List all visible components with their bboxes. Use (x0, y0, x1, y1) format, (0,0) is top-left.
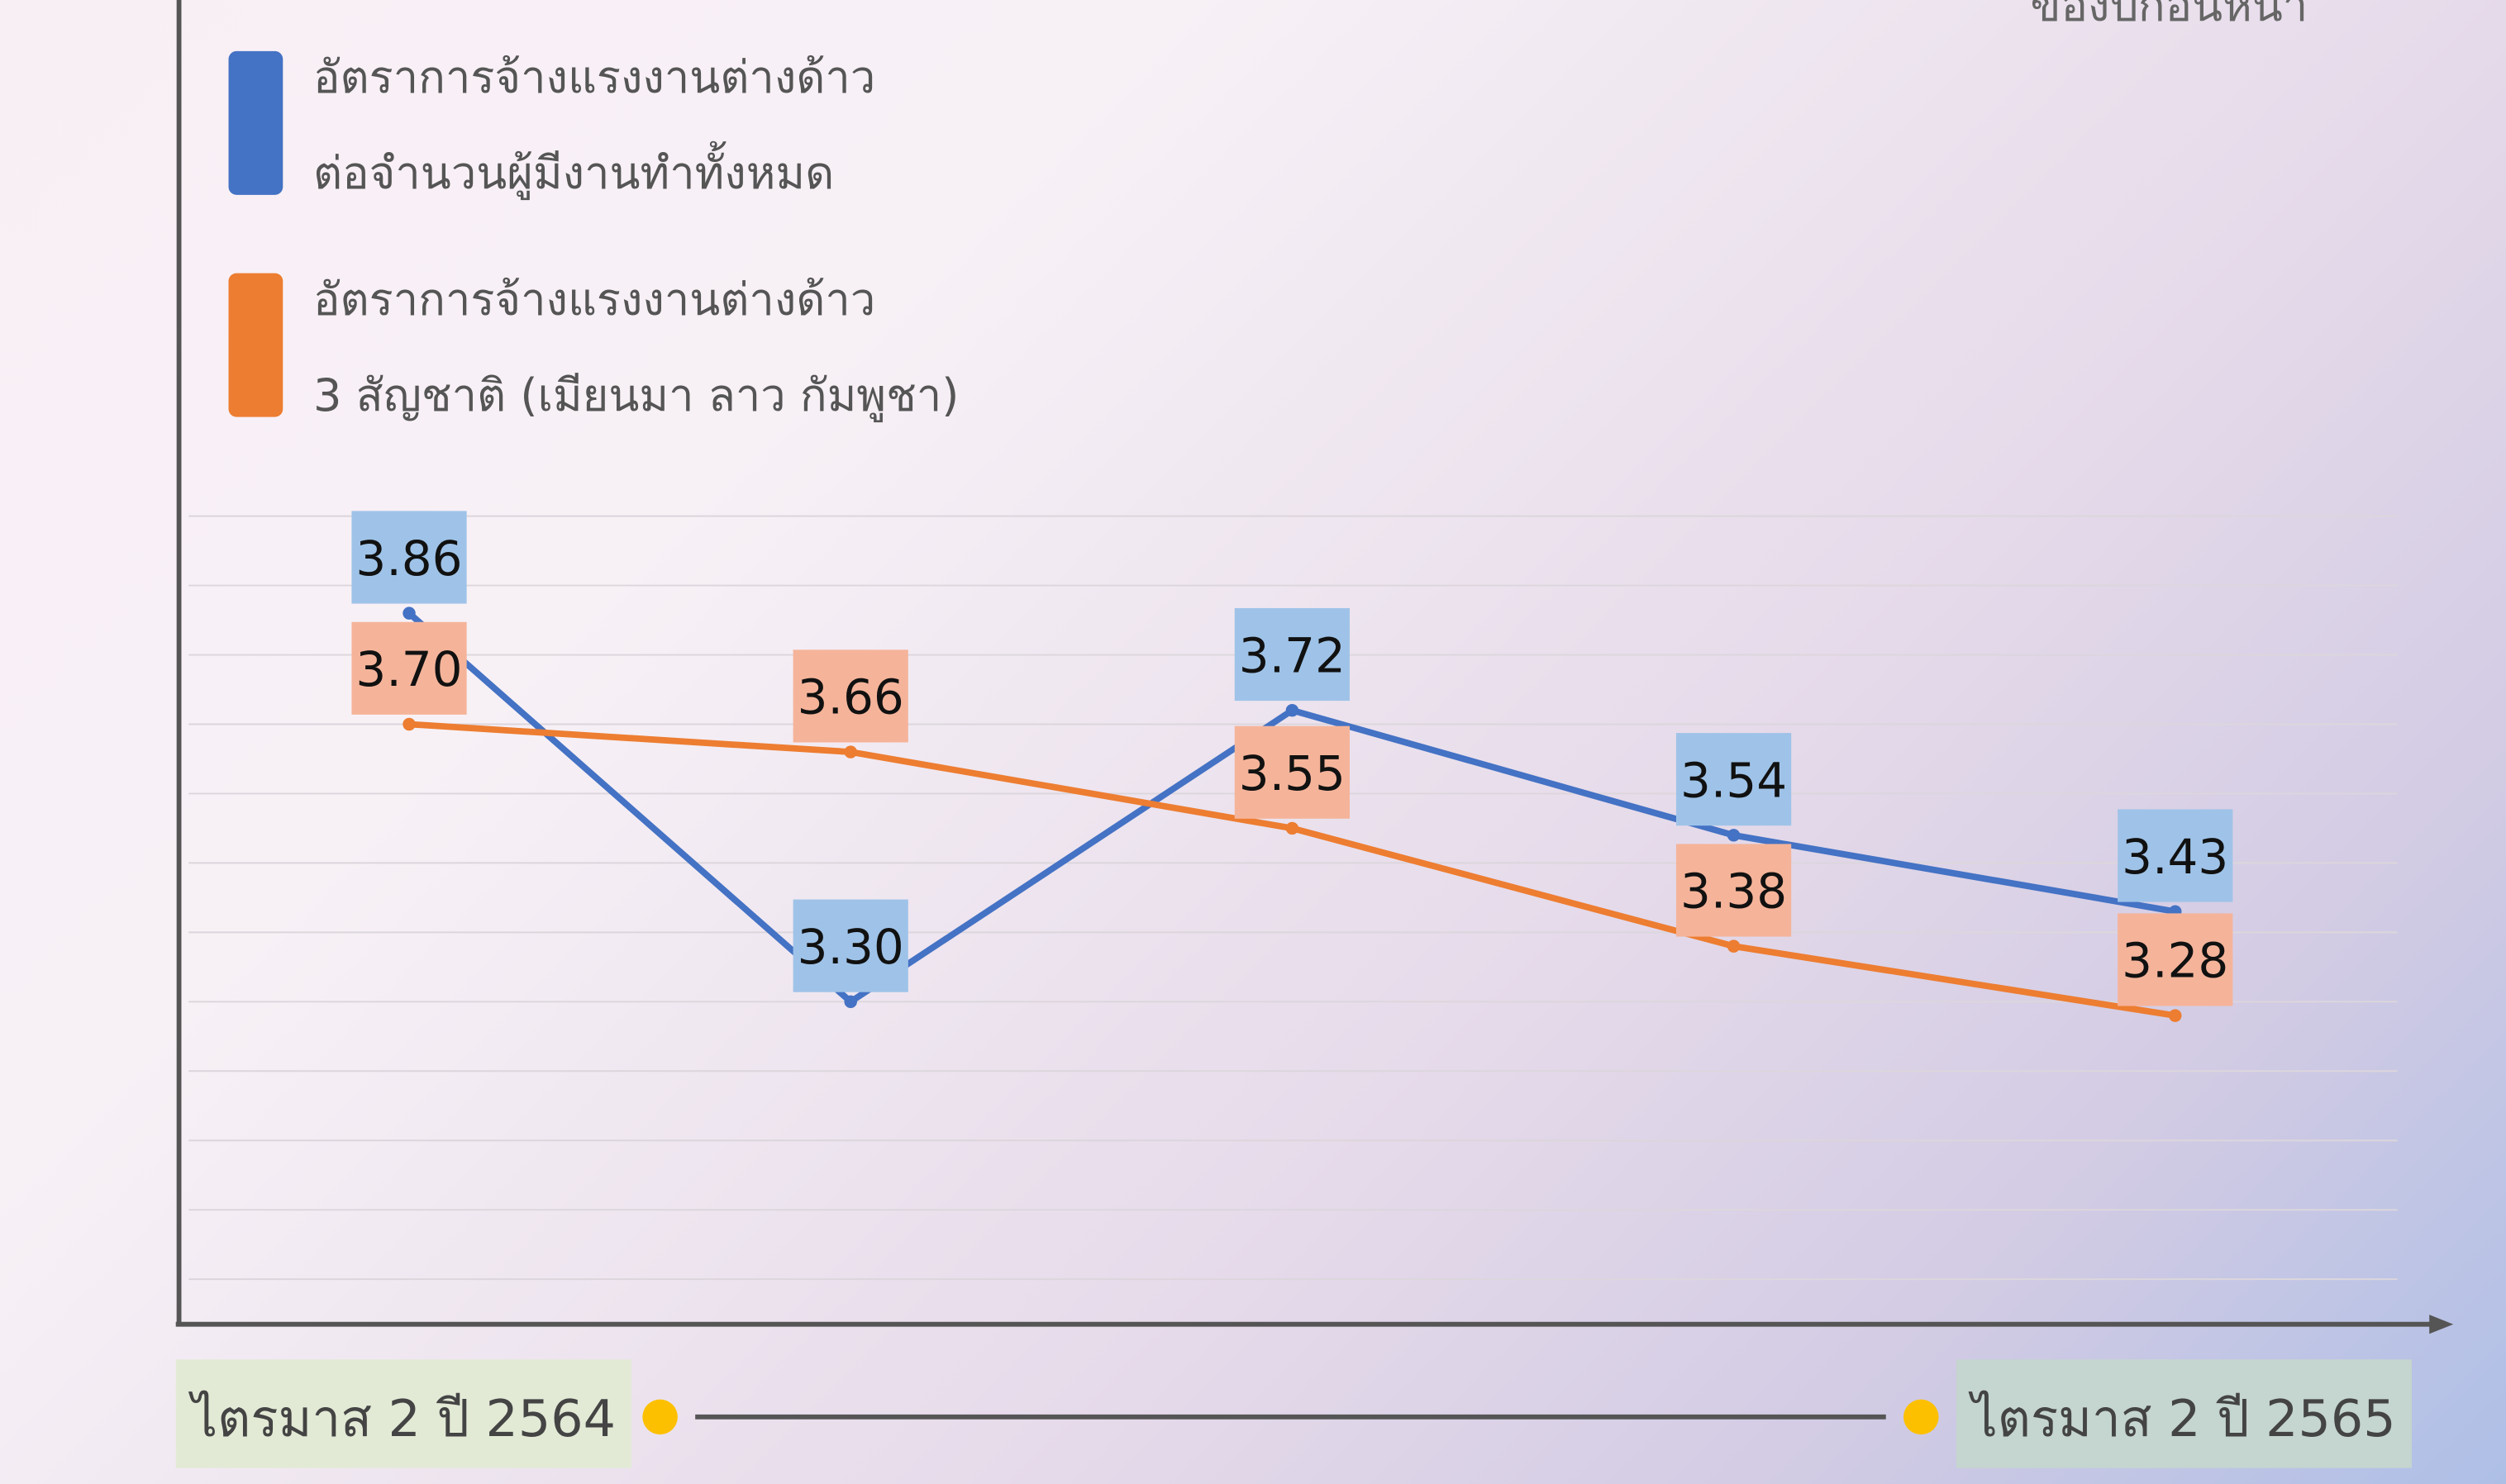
data-label-box (2118, 913, 2233, 1006)
data-point (1727, 939, 1741, 953)
timeline-start: ไตรมาส 2 ปี 2564 (175, 1359, 632, 1468)
data-label-box (793, 649, 908, 743)
data-label: 3.30 (798, 919, 904, 975)
data-point (403, 606, 416, 620)
data-point (844, 995, 857, 1009)
timeline-dot (1903, 1399, 1939, 1435)
data-point (403, 717, 416, 731)
data-label: 3.72 (1239, 627, 1346, 683)
data-label-box (1675, 844, 1792, 937)
timeline-end: ไตรมาส 2 ปี 2565 (1956, 1359, 2412, 1468)
data-point (2169, 1009, 2182, 1022)
legend-swatch (228, 50, 283, 195)
data-point (1285, 703, 1299, 717)
data-label: 3.55 (1239, 745, 1346, 801)
data-label-box (1234, 607, 1351, 702)
data-label-box (1234, 725, 1351, 819)
data-label: 3.28 (2122, 933, 2228, 989)
legend-label: อัตราการจ้างแรงงานต่างด้าว ต่อจำนวนผู้มี… (313, 50, 876, 200)
timeline-dot (642, 1399, 678, 1435)
data-label: 3.70 (355, 641, 462, 697)
legend-label: อัตราการจ้างแรงงานต่างด้าว 3 สัญชาติ (เม… (313, 273, 960, 422)
data-label-box (793, 899, 908, 992)
data-label: 3.43 (2122, 829, 2228, 885)
data-label-box (351, 511, 467, 604)
note: ของปีก่อนหน้า (2030, 0, 2308, 32)
x-axis-arrow (2429, 1315, 2454, 1334)
data-label: 3.54 (1680, 752, 1787, 808)
data-label: 3.66 (798, 669, 904, 725)
data-point (1285, 821, 1299, 835)
data-label: 3.38 (1680, 863, 1787, 920)
data-label-box (351, 621, 467, 715)
data-label-box (2118, 809, 2233, 902)
data-point (1727, 829, 1741, 842)
data-label-box (1675, 733, 1792, 826)
legend-swatch (228, 273, 283, 417)
data-label: 3.86 (355, 530, 462, 587)
data-point (844, 745, 857, 759)
